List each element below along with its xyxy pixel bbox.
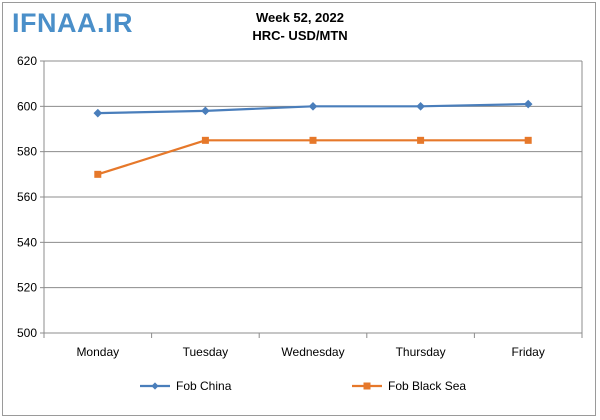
y-tick-label: 620: [17, 54, 37, 68]
x-tick-label: Friday: [512, 345, 545, 359]
series-line-fob-black-sea: [97, 139, 529, 176]
y-tick-label: 540: [17, 235, 37, 249]
chart-title: Week 52, 2022: [256, 10, 344, 25]
legend-label: Fob Black Sea: [388, 379, 466, 393]
data-point-fob-china: [523, 99, 533, 109]
y-tick-label: 580: [17, 145, 37, 159]
chart-subtitle: HRC- USD/MTN: [252, 28, 348, 43]
data-point-fob-black-sea: [417, 136, 425, 144]
data-point-fob-china: [308, 102, 318, 111]
y-tick-label: 520: [17, 281, 37, 295]
series-layer: [93, 99, 533, 178]
legend-swatch-marker: [151, 382, 159, 390]
x-tick-label: Wednesday: [281, 345, 344, 359]
legend-label: Fob China: [176, 379, 232, 393]
data-point-fob-china: [93, 108, 103, 118]
y-tick-label: 500: [17, 326, 37, 340]
watermark-logo: IFNAA.IR: [12, 8, 133, 38]
x-tick-label: Monday: [76, 345, 119, 359]
data-point-fob-china: [416, 102, 425, 111]
x-tick-label: Tuesday: [183, 345, 229, 359]
x-axis: Monday Tuesday Wednesday Thursday Friday: [43, 333, 583, 359]
gridlines: [44, 60, 583, 334]
data-point-fob-black-sea: [94, 170, 102, 178]
legend: Fob China Fob Black Sea: [140, 379, 466, 393]
data-point-fob-china: [201, 106, 210, 116]
x-tick-label: Thursday: [396, 345, 446, 359]
y-tick-label: 600: [17, 99, 37, 113]
y-axis: 500 520 540 560 580 600 620: [17, 54, 45, 340]
data-point-fob-black-sea: [201, 136, 209, 144]
data-point-fob-black-sea: [524, 136, 532, 144]
chart-frame: [2, 2, 596, 416]
y-tick-label: 560: [17, 190, 37, 204]
legend-swatch-marker: [363, 382, 371, 390]
data-point-fob-black-sea: [309, 136, 317, 144]
